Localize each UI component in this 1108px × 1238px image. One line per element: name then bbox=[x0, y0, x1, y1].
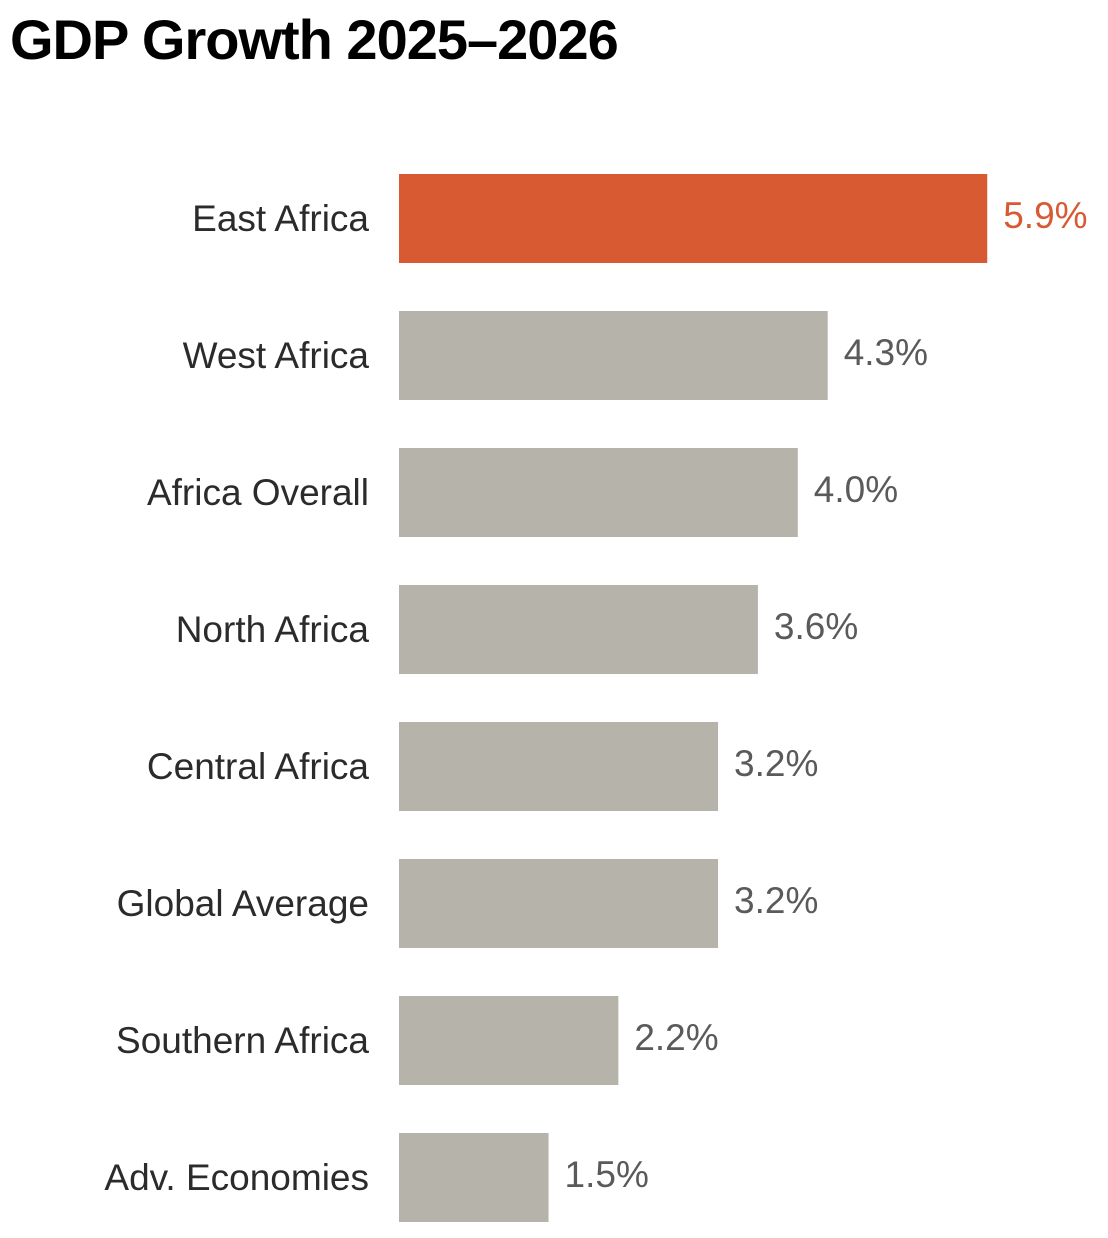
bar-central-africa bbox=[399, 722, 719, 811]
chart-title: GDP Growth 2025–2026 bbox=[10, 8, 619, 71]
value-label: 3.6% bbox=[774, 606, 858, 647]
value-label: 5.9% bbox=[1003, 195, 1087, 236]
value-label: 2.2% bbox=[634, 1017, 718, 1058]
category-label: North Africa bbox=[176, 609, 370, 650]
category-label: West Africa bbox=[183, 335, 370, 376]
value-label: 3.2% bbox=[734, 743, 818, 784]
category-label: Africa Overall bbox=[147, 472, 369, 513]
bar-north-africa bbox=[399, 585, 758, 674]
category-label: Adv. Economies bbox=[104, 1157, 369, 1198]
bar-adv-economies bbox=[399, 1133, 549, 1222]
value-label: 4.0% bbox=[814, 469, 898, 510]
bar-southern-africa bbox=[399, 996, 619, 1085]
category-label: Southern Africa bbox=[116, 1020, 369, 1061]
bar-africa-overall bbox=[399, 448, 798, 537]
category-label: East Africa bbox=[192, 198, 369, 239]
category-label: Global Average bbox=[117, 883, 369, 924]
bar-global-average bbox=[399, 859, 719, 948]
value-label: 3.2% bbox=[734, 880, 818, 921]
category-label: Central Africa bbox=[147, 746, 370, 787]
value-label: 1.5% bbox=[565, 1154, 649, 1195]
value-label: 4.3% bbox=[844, 332, 928, 373]
bar-west-africa bbox=[399, 311, 828, 400]
bar-east-africa bbox=[399, 174, 988, 263]
